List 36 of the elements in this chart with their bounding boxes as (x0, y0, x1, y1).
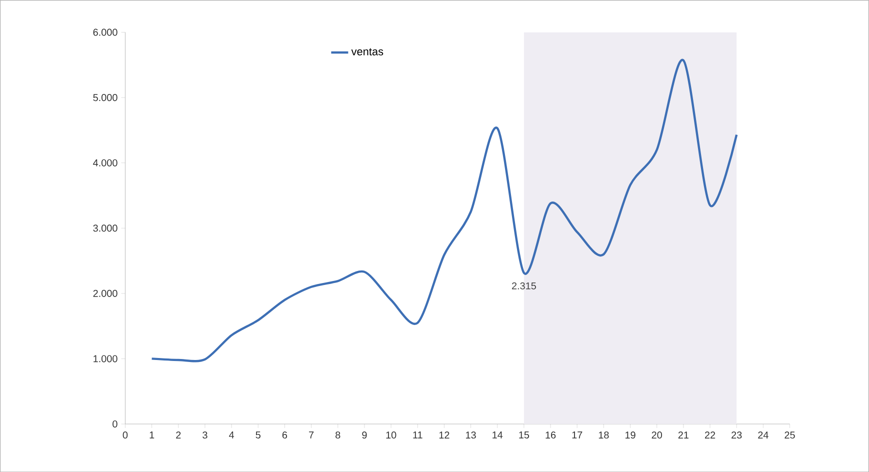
x-tick-label: 1 (150, 431, 154, 438)
y-tick-label: 2.000 (93, 290, 118, 297)
y-tick-label: 4.000 (93, 159, 118, 166)
y-tick-label: 5.000 (93, 94, 118, 101)
line-series (150, 58, 738, 362)
y-tick-label: 1.000 (94, 355, 118, 362)
data-label: 2.315 (512, 282, 536, 290)
x-tick-label: 25 (784, 431, 795, 438)
y-tick-label: 0 (112, 420, 118, 428)
x-tick-label: 4 (229, 431, 234, 438)
x-tick-label: 22 (704, 431, 716, 438)
x-tick-label: 23 (732, 431, 742, 438)
x-tick-label: 14 (492, 431, 503, 438)
x-tick-label: 24 (758, 431, 768, 438)
x-tick-label: 6 (282, 431, 288, 438)
x-tick-label: 10 (386, 431, 396, 438)
x-tick-label: 9 (362, 431, 367, 438)
x-tick-label: 3 (202, 431, 208, 438)
legend-label: ventas (351, 48, 384, 56)
x-tick-label: 8 (336, 431, 340, 438)
x-tick-label: 20 (652, 431, 662, 438)
x-tick-label: 13 (466, 431, 476, 438)
x-tick-label: 7 (309, 431, 314, 438)
x-tick-label: 15 (519, 431, 530, 438)
x-tick-label: 11 (413, 431, 422, 438)
x-tick-label: 5 (256, 431, 260, 438)
x-tick-label: 21 (678, 431, 688, 438)
x-tick-label: 19 (625, 431, 636, 438)
x-tick-label: 18 (598, 431, 609, 438)
y-tick-label: 6.000 (93, 28, 118, 36)
x-tick-label: 0 (122, 431, 128, 438)
x-tick-label: 17 (572, 431, 582, 438)
y-tick-label: 3.000 (93, 224, 118, 232)
x-tick-label: 12 (439, 431, 450, 438)
x-tick-label: 2 (176, 431, 181, 438)
x-tick-label: 16 (546, 431, 556, 438)
